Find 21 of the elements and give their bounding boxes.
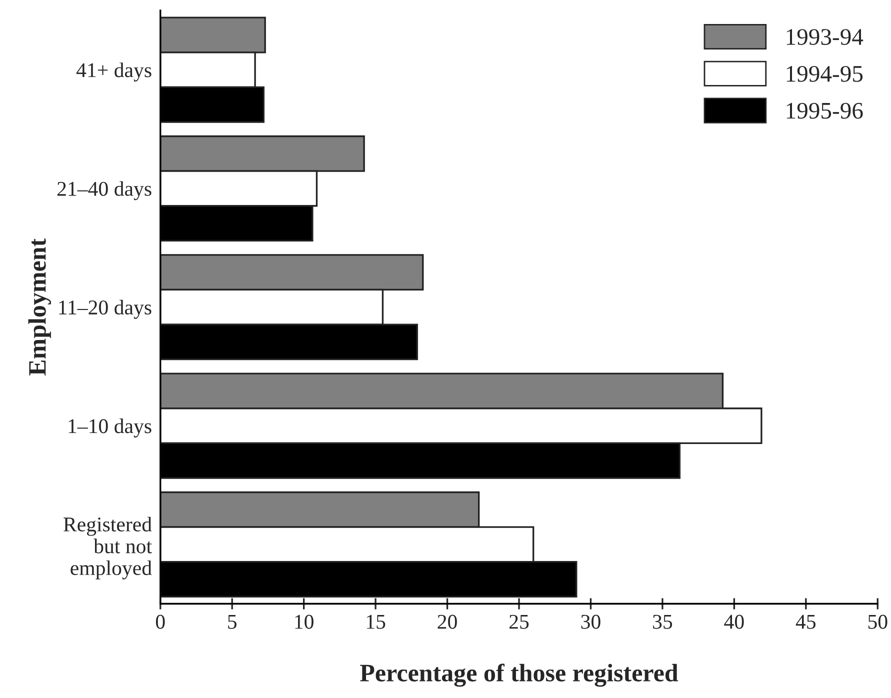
y-tick-label: 11–20 days — [59, 300, 152, 319]
x-tick-label: 40 — [724, 614, 744, 629]
y-tick-label: Registered but not employed — [64, 516, 152, 580]
y-axis-title: Employment — [28, 238, 52, 376]
x-tick-label: 15 — [366, 614, 386, 629]
x-axis-title: Percentage of those registered — [360, 664, 678, 687]
x-tick-label: 25 — [510, 614, 529, 629]
legend-label: 1993-94 — [786, 29, 864, 45]
y-tick-label: 1–10 days — [68, 418, 152, 438]
x-tick-label: 35 — [653, 614, 672, 629]
x-tick-label: 5 — [228, 615, 236, 629]
x-tick-label: 0 — [156, 614, 165, 629]
x-tick-label: 30 — [581, 614, 600, 629]
y-tick-label: 41+ days — [76, 62, 152, 82]
x-tick-label: 50 — [868, 614, 888, 629]
x-tick-label: 20 — [438, 614, 457, 629]
y-tick-label: 21–40 days — [57, 181, 152, 200]
legend-label: 1995-96 — [786, 102, 863, 119]
x-tick-label: 10 — [295, 614, 314, 629]
x-tick-label: 45 — [796, 614, 816, 629]
legend-label: 1994-95 — [786, 66, 863, 82]
